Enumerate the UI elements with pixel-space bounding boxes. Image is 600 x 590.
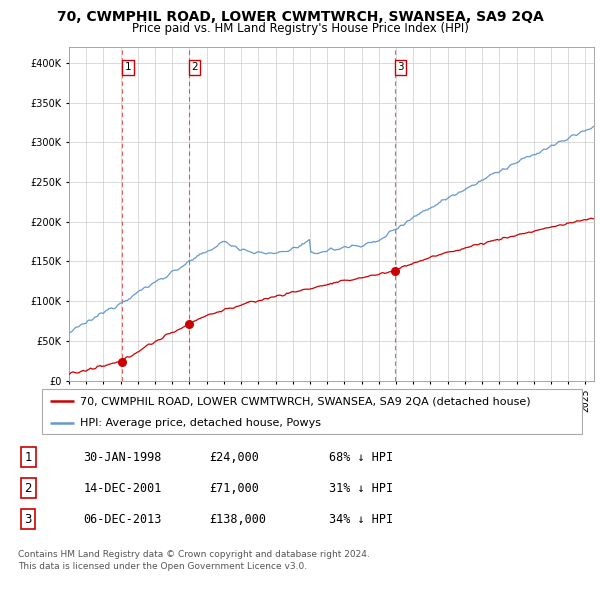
Text: HPI: Average price, detached house, Powys: HPI: Average price, detached house, Powy…: [80, 418, 321, 428]
Text: 2: 2: [25, 481, 32, 495]
Text: £138,000: £138,000: [209, 513, 266, 526]
Text: 31% ↓ HPI: 31% ↓ HPI: [329, 481, 393, 495]
Text: 1: 1: [125, 62, 131, 72]
Text: 70, CWMPHIL ROAD, LOWER CWMTWRCH, SWANSEA, SA9 2QA (detached house): 70, CWMPHIL ROAD, LOWER CWMTWRCH, SWANSE…: [80, 396, 530, 407]
Text: Contains HM Land Registry data © Crown copyright and database right 2024.: Contains HM Land Registry data © Crown c…: [18, 550, 370, 559]
Text: 70, CWMPHIL ROAD, LOWER CWMTWRCH, SWANSEA, SA9 2QA: 70, CWMPHIL ROAD, LOWER CWMTWRCH, SWANSE…: [56, 10, 544, 24]
Text: Price paid vs. HM Land Registry's House Price Index (HPI): Price paid vs. HM Land Registry's House …: [131, 22, 469, 35]
Text: 14-DEC-2001: 14-DEC-2001: [83, 481, 162, 495]
Text: £24,000: £24,000: [209, 451, 259, 464]
Text: 1: 1: [25, 451, 32, 464]
Text: 34% ↓ HPI: 34% ↓ HPI: [329, 513, 393, 526]
Text: £71,000: £71,000: [209, 481, 259, 495]
FancyBboxPatch shape: [42, 389, 582, 434]
Text: 06-DEC-2013: 06-DEC-2013: [83, 513, 162, 526]
Text: 2: 2: [191, 62, 198, 72]
Text: 3: 3: [25, 513, 32, 526]
Text: 30-JAN-1998: 30-JAN-1998: [83, 451, 162, 464]
Text: This data is licensed under the Open Government Licence v3.0.: This data is licensed under the Open Gov…: [18, 562, 307, 571]
Text: 68% ↓ HPI: 68% ↓ HPI: [329, 451, 393, 464]
Text: 3: 3: [397, 62, 404, 72]
